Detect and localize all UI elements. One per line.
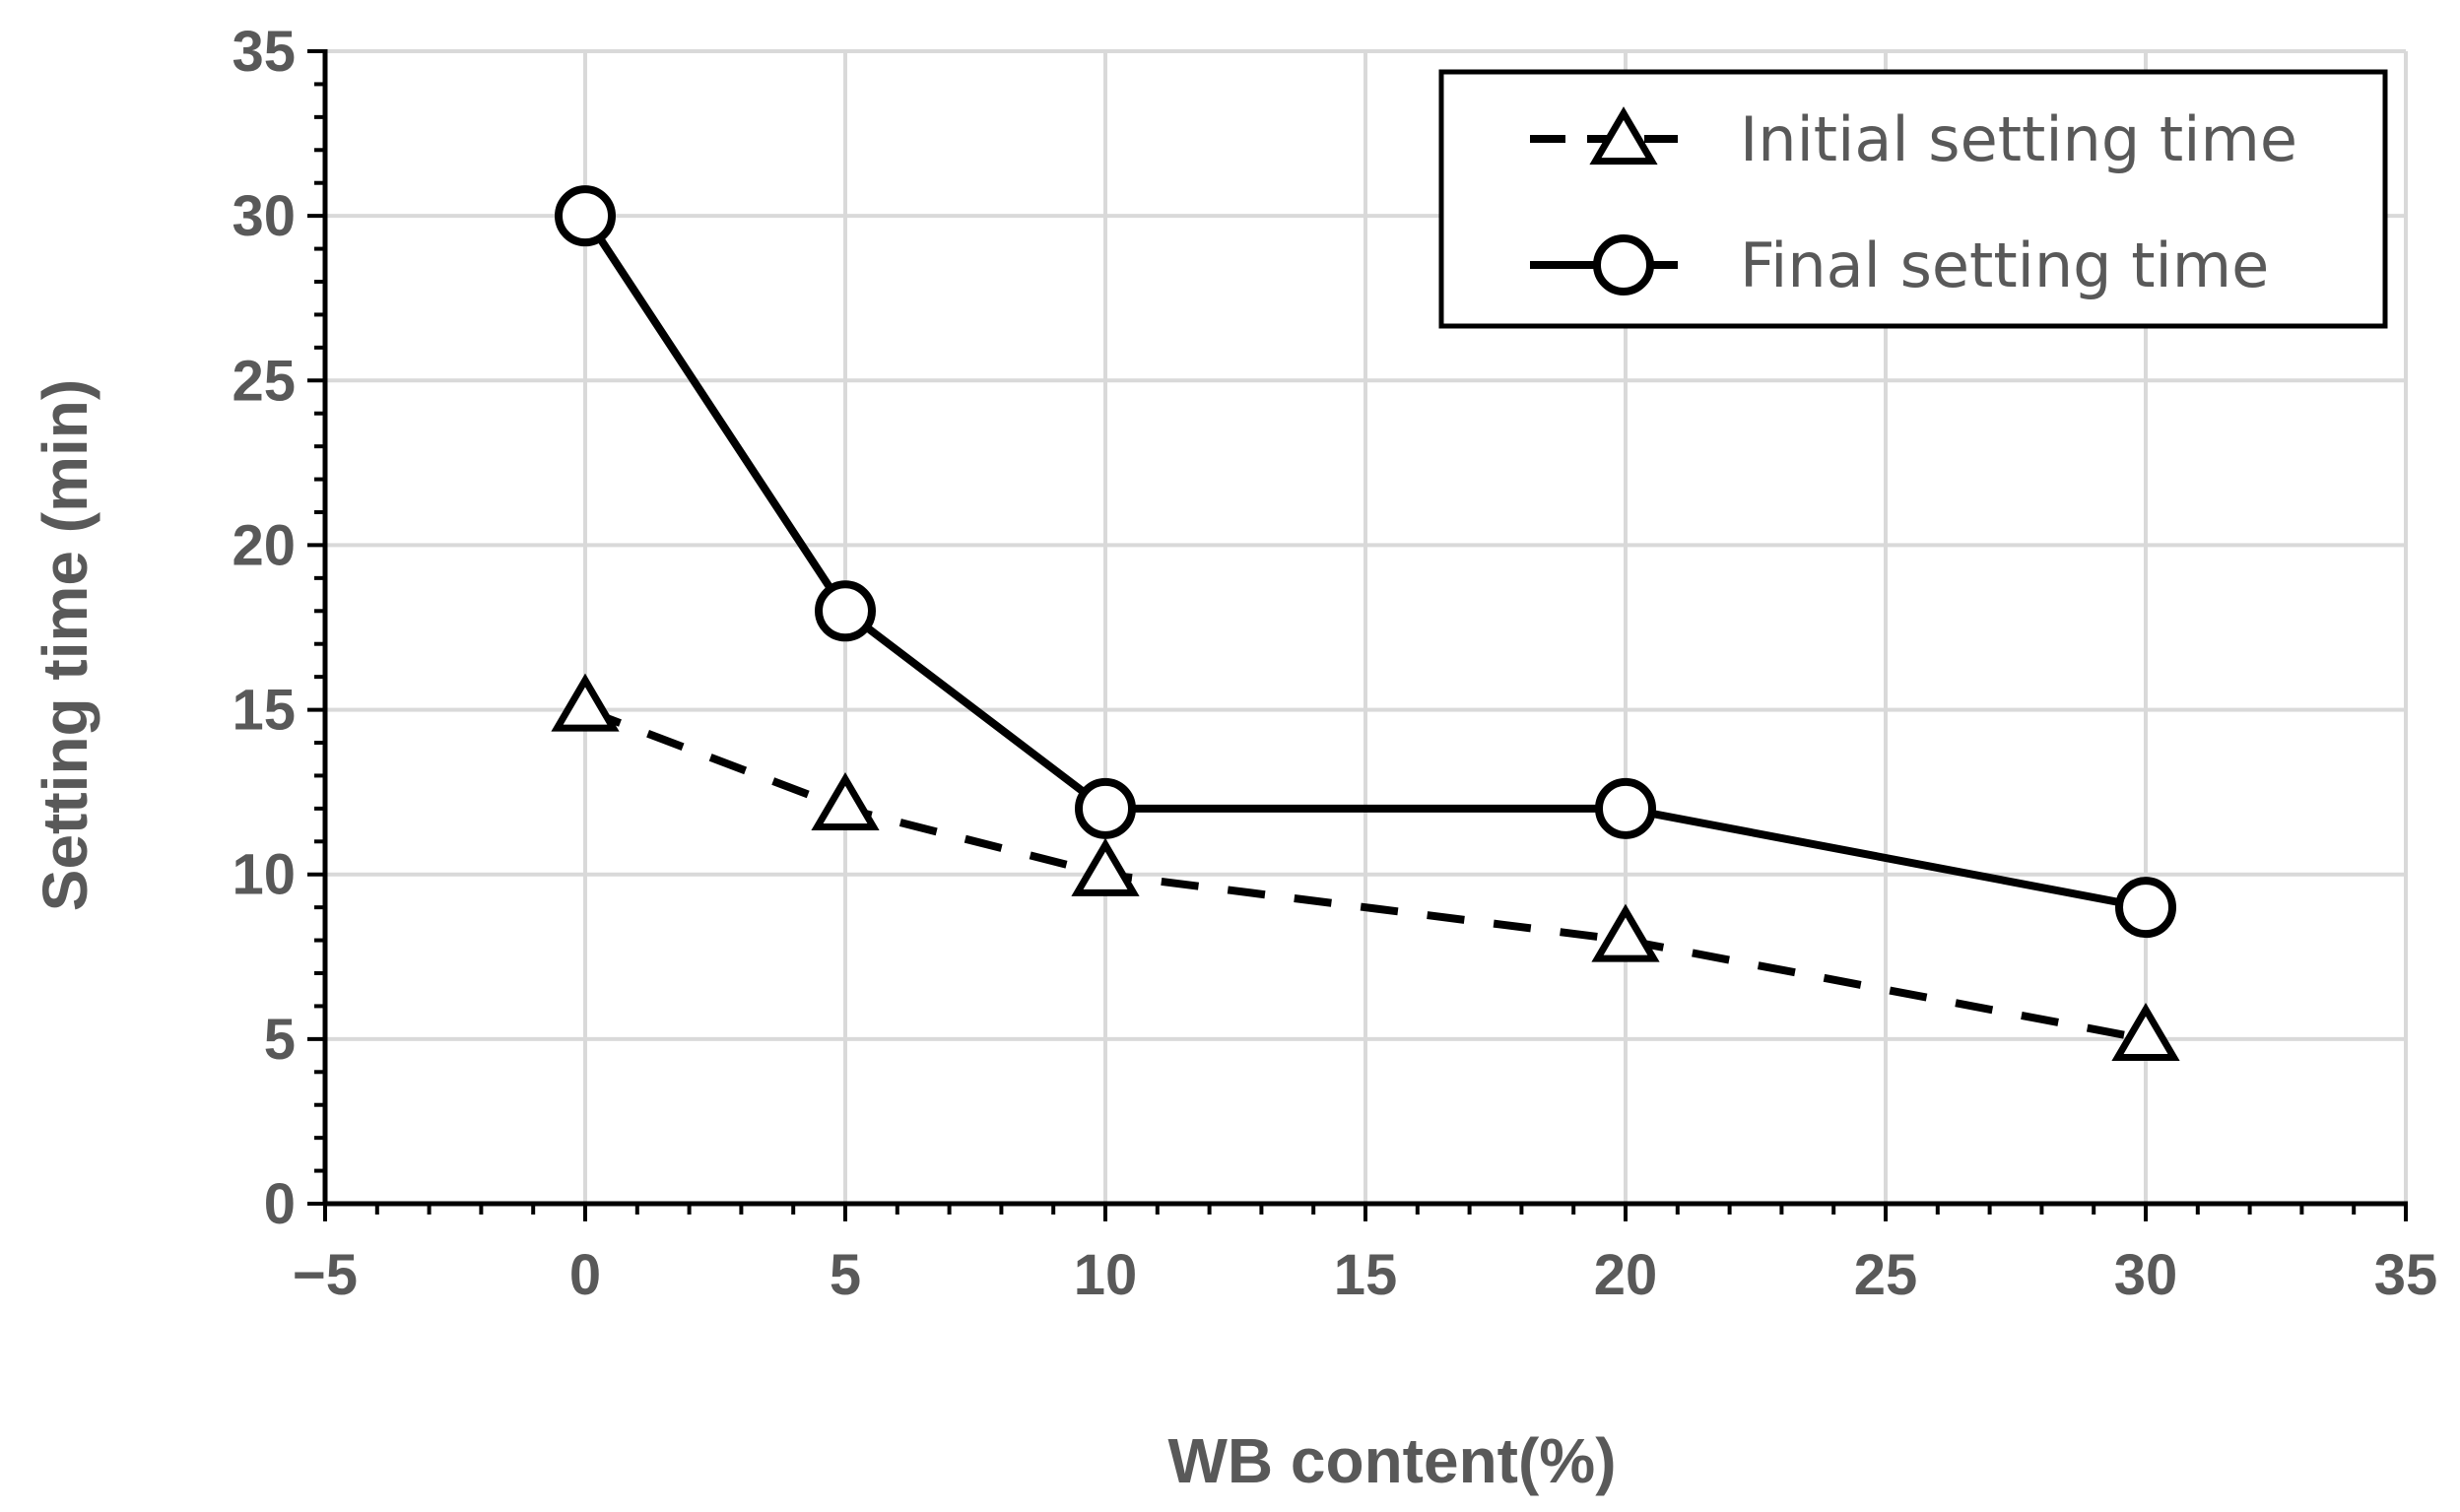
x-tick-label: 20 <box>1594 1243 1658 1307</box>
x-tick-labels: −5 0 5 10 15 20 25 30 35 <box>293 1243 2437 1307</box>
circle-marker <box>2115 877 2176 939</box>
series-layer <box>551 185 2180 1061</box>
y-tick-label: 10 <box>232 843 296 907</box>
circle-marker <box>815 580 876 642</box>
legend-entry: Initial setting time <box>1530 103 2297 175</box>
legend-circle-marker <box>1593 234 1654 296</box>
circle-marker <box>1075 777 1136 839</box>
x-tick-label: 30 <box>2114 1243 2178 1307</box>
y-axis-title: Setting time (min) <box>30 379 100 911</box>
x-axis-title: WB content(%) <box>1167 1425 1616 1496</box>
triangle-marker <box>811 771 880 830</box>
legend-triangle-marker <box>1589 106 1658 165</box>
y-tick-labels: 0 5 10 15 20 25 30 35 <box>232 20 296 1236</box>
legend-entry: Final setting time <box>1530 230 2269 301</box>
y-tick-label: 5 <box>264 1008 296 1072</box>
x-tick-label: 0 <box>569 1243 601 1307</box>
legend-box <box>1438 69 2388 329</box>
triangle-marker <box>2111 1002 2180 1061</box>
legend: Initial setting time Final setting time <box>1438 69 2388 329</box>
y-tick-label: 20 <box>232 513 296 577</box>
axes <box>307 49 2408 1221</box>
circle-marker <box>1595 777 1656 839</box>
triangle-marker <box>551 673 620 732</box>
x-tick-label: −5 <box>293 1243 358 1307</box>
gridlines <box>325 49 2408 1204</box>
x-tick-label: 25 <box>1854 1243 1918 1307</box>
y-tick-label: 0 <box>264 1172 296 1236</box>
triangle-marker <box>1071 837 1140 896</box>
x-tick-label: 10 <box>1074 1243 1138 1307</box>
y-tick-label: 25 <box>232 349 296 413</box>
y-tick-label: 15 <box>232 679 296 743</box>
series-final-setting-time <box>555 185 2176 939</box>
x-tick-label: 35 <box>2374 1243 2438 1307</box>
y-tick-label: 35 <box>232 20 296 84</box>
legend-label: Initial setting time <box>1740 103 2297 175</box>
y-tick-label: 30 <box>232 184 296 248</box>
x-tick-label: 5 <box>830 1243 861 1307</box>
triangle-marker <box>1591 903 1660 962</box>
legend-label: Final setting time <box>1740 230 2269 301</box>
circle-marker <box>555 185 616 247</box>
x-tick-label: 15 <box>1334 1243 1398 1307</box>
series-initial-setting-time <box>551 673 2180 1061</box>
